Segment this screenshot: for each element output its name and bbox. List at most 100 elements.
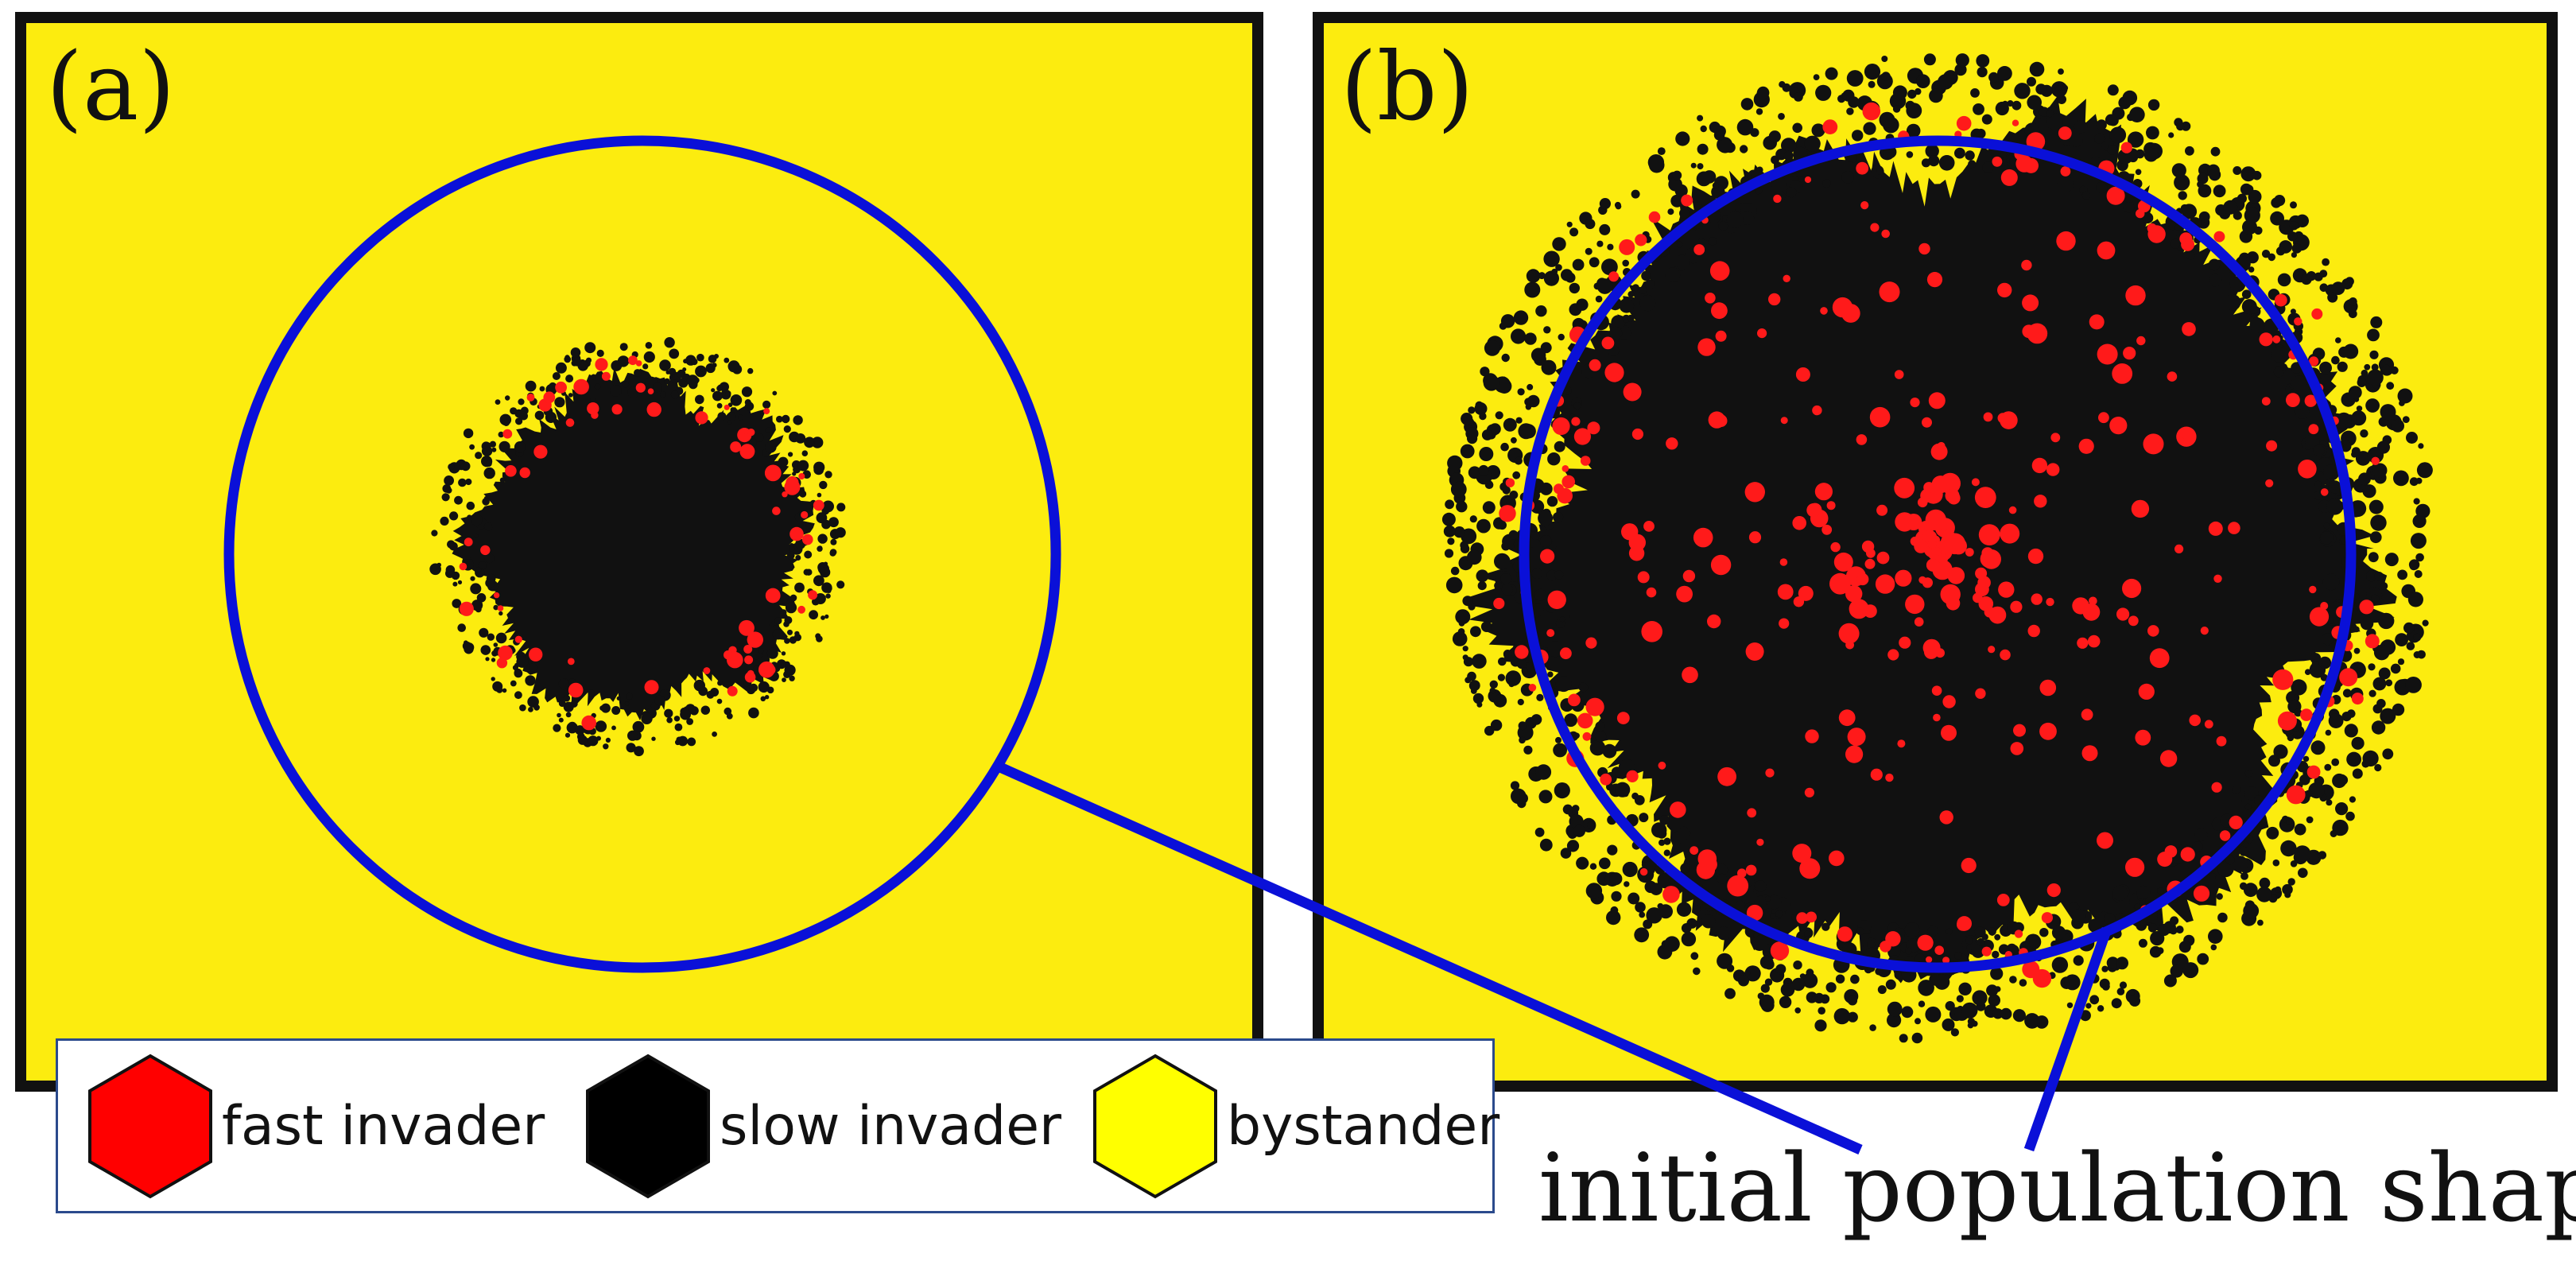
slow-invader-fringe xyxy=(821,582,832,593)
fast-invader-patch xyxy=(635,382,646,393)
slow-invader-fringe xyxy=(1547,641,1564,658)
slow-invader-fringe xyxy=(1619,298,1635,313)
fast-invader-patch xyxy=(724,404,730,410)
slow-invader-fringe xyxy=(2027,95,2042,111)
hexagon-icon xyxy=(1093,1054,1217,1198)
fast-invader-patch xyxy=(2208,521,2223,536)
fast-invader-patch xyxy=(1635,234,1647,246)
slow-invader-fringe xyxy=(1863,122,1876,135)
slow-invader-fringe xyxy=(2318,851,2327,860)
slow-invader-fringe xyxy=(1977,937,1985,946)
slow-invader-fringe xyxy=(1555,736,1562,743)
slow-invader-fringe xyxy=(1835,974,1845,984)
slow-invader-fringe xyxy=(2240,166,2256,182)
fast-invader-patch xyxy=(1870,223,1880,232)
slow-invader-fringe xyxy=(777,659,786,669)
legend-item-slow-invader: slow invader xyxy=(584,1041,1061,1211)
slow-invader-fringe xyxy=(786,551,795,560)
fast-invader-patch xyxy=(502,429,513,439)
fast-invader-patch xyxy=(1847,728,1866,747)
slow-invader-fringe xyxy=(480,645,491,655)
fast-invader-patch xyxy=(635,360,642,367)
slow-invader-fringe xyxy=(1569,282,1581,294)
slow-invader-fringe xyxy=(695,394,704,405)
slow-invader-fringe xyxy=(2111,998,2122,1009)
slow-invader-fringe xyxy=(2176,122,2185,131)
slow-invader-fringe xyxy=(1539,482,1553,495)
slow-invader-fringe xyxy=(2122,90,2138,106)
slow-invader-fringe xyxy=(2362,750,2379,767)
slow-invader-fringe xyxy=(1631,284,1639,292)
slow-invader-fringe xyxy=(1899,1034,1908,1043)
slow-invader-fringe xyxy=(627,730,638,741)
fast-invader-patch xyxy=(2193,885,2210,902)
slow-invader-fringe xyxy=(2241,289,2252,300)
slow-invader-fringe xyxy=(1524,332,1537,345)
slow-invader-fringe xyxy=(700,705,710,715)
slow-invader-fringe xyxy=(836,580,845,589)
fast-invader-patch xyxy=(2298,460,2317,479)
slow-invader-fringe xyxy=(491,658,496,662)
slow-invader-fringe xyxy=(1892,105,1901,113)
slow-invader-fringe xyxy=(1579,858,1589,868)
fast-invader-patch xyxy=(573,378,589,395)
slow-invader-fringe xyxy=(1569,227,1579,237)
slow-invader-fringe xyxy=(2217,860,2234,878)
slow-invader-fringe xyxy=(2012,100,2022,111)
fast-invader-patch xyxy=(1757,328,1767,339)
fast-invader-patch xyxy=(526,394,535,402)
slow-invader-fringe xyxy=(495,632,507,644)
slow-invader-fringe xyxy=(616,696,621,700)
slow-invader-fringe xyxy=(1474,402,1488,415)
slow-invader-fringe xyxy=(1740,212,1755,225)
slow-invader-fringe xyxy=(2266,826,2279,840)
slow-invader-fringe xyxy=(2386,555,2395,564)
slow-invader-fringe xyxy=(816,635,823,642)
fast-invader-patch xyxy=(1917,934,1934,951)
slow-invader-fringe xyxy=(1650,883,1663,895)
slow-invader-fringe xyxy=(1566,840,1580,852)
slow-invader-fringe xyxy=(2192,841,2203,852)
slow-invader-fringe xyxy=(1667,208,1674,215)
fast-invader-patch xyxy=(1806,911,1818,923)
slow-invader-fringe xyxy=(2345,277,2354,286)
slow-invader-fringe xyxy=(2116,988,2125,995)
slow-invader-fringe xyxy=(1663,849,1670,856)
slow-invader-fringe xyxy=(1538,790,1553,804)
slow-invader-fringe xyxy=(2143,147,2159,162)
slow-invader-fringe xyxy=(2382,748,2394,760)
slow-invader-fringe xyxy=(1697,163,1704,170)
slow-invader-fringe xyxy=(1877,985,1887,995)
slow-invader-fringe xyxy=(2314,480,2322,488)
fast-invader-patch xyxy=(1926,956,1933,963)
slow-invader-fringe xyxy=(1847,995,1858,1006)
slow-invader-fringe xyxy=(2275,886,2282,893)
slow-invader-fringe xyxy=(624,701,630,706)
fast-invader-patch xyxy=(1918,576,1926,584)
slow-invader-fringe xyxy=(1573,402,1581,409)
slow-invader-fringe xyxy=(619,343,628,351)
slow-invader-fringe xyxy=(496,687,503,693)
fast-invader-patch xyxy=(744,655,754,665)
slow-invader-fringe xyxy=(2248,266,2255,273)
hexagon-icon xyxy=(88,1054,212,1198)
slow-invader-fringe xyxy=(2168,132,2174,138)
fast-invader-patch xyxy=(1780,417,1788,425)
fast-invader-patch xyxy=(464,537,473,547)
slow-invader-fringe xyxy=(1523,745,1533,755)
slow-invader-fringe xyxy=(1576,298,1589,311)
slow-invader-fringe xyxy=(2252,170,2262,180)
slow-invader-fringe xyxy=(2369,531,2382,544)
slow-invader-fringe xyxy=(2355,451,2371,466)
slow-invader-fringe xyxy=(1973,103,1984,115)
fast-invader-patch xyxy=(1895,569,1912,587)
slow-invader-fringe xyxy=(695,365,707,378)
slow-invader-fringe xyxy=(1708,237,1717,246)
slow-invader-fringe xyxy=(2357,378,2367,387)
slow-invader-fringe xyxy=(1479,412,1487,421)
slow-invader-fringe xyxy=(595,720,607,732)
slow-invader-fringe xyxy=(478,561,487,570)
slow-invader-fringe xyxy=(2381,364,2392,374)
fast-invader-patch xyxy=(1941,724,1957,741)
fast-invader-patch xyxy=(1792,516,1806,530)
